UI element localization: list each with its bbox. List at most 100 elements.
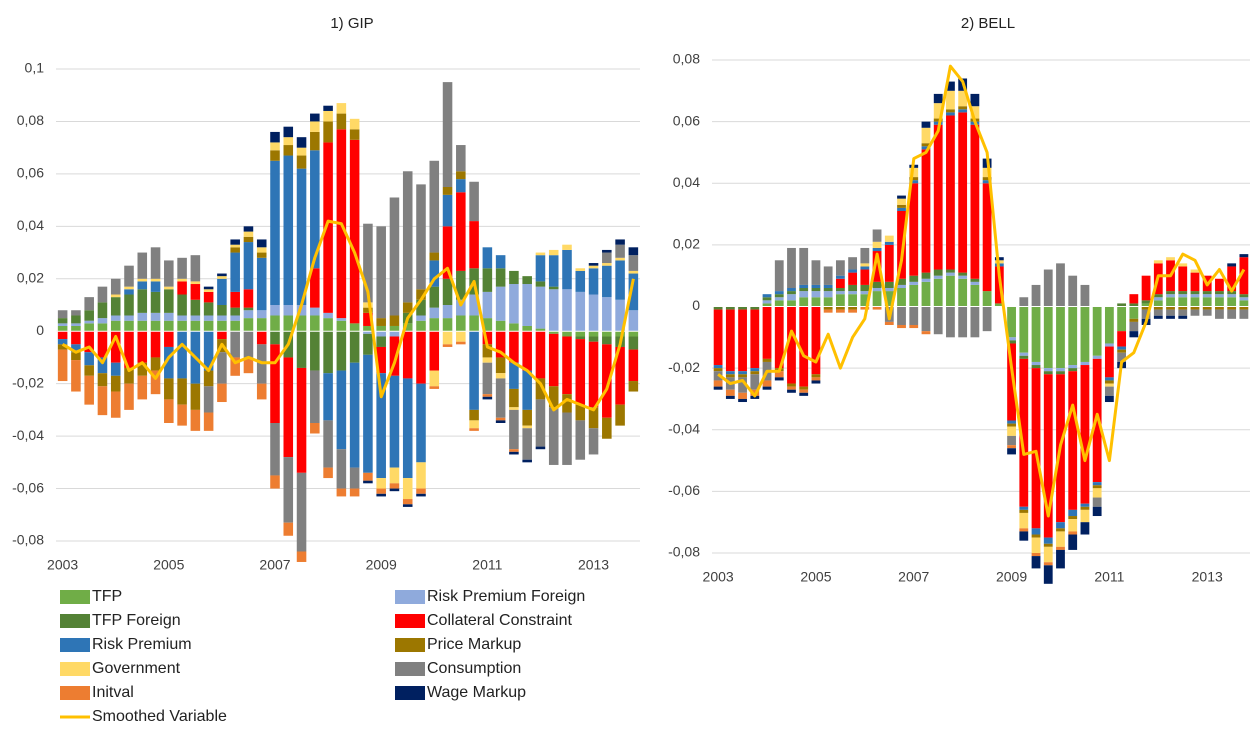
bar-segment (1104, 306, 1114, 344)
bar-segment (296, 315, 307, 332)
legend-label: Initval (92, 684, 134, 701)
bar-segment (848, 294, 858, 307)
bar-segment (848, 272, 858, 285)
bar-segment (1019, 531, 1029, 541)
bar-segment (1043, 546, 1053, 563)
bar-segment (982, 291, 992, 307)
bar-segment (230, 291, 240, 308)
bar-segment (323, 420, 333, 468)
bar-segment (97, 386, 108, 416)
bar-segment (336, 331, 347, 371)
bar-segment (1031, 284, 1041, 307)
bar-segment (1068, 371, 1078, 510)
bar-segment (164, 312, 174, 321)
bar-segment (535, 399, 546, 447)
bar-segment (389, 375, 400, 468)
bar-segment (402, 171, 413, 303)
bar-segment (124, 294, 134, 316)
bar-segment (548, 386, 559, 408)
bar-segment (164, 286, 174, 290)
legend-label: Risk Premium Foreign (427, 588, 585, 605)
bar-segment (588, 428, 599, 455)
bar-segment (1141, 303, 1151, 307)
bar-segment (456, 331, 466, 342)
bar-segment (909, 306, 919, 325)
y-tick-label: -0,06 (12, 479, 44, 495)
bar-segment (97, 323, 108, 332)
bar-segment (1068, 531, 1078, 535)
bar-segment (230, 307, 240, 316)
bar-segment (243, 231, 254, 237)
bar-segment (872, 306, 882, 310)
bar-segment (124, 320, 134, 332)
bar-segment (958, 109, 968, 113)
bar-segment (982, 167, 992, 178)
bar-segment (442, 194, 453, 227)
x-tick-label: 2003 (703, 569, 734, 585)
bar-segment (509, 323, 519, 332)
bar-segment (823, 266, 833, 285)
bar-segment (738, 392, 747, 399)
bar-segment (1092, 482, 1102, 486)
bar-segment (495, 417, 506, 421)
bar-segment (1178, 315, 1188, 319)
bar-segment (799, 297, 809, 307)
bar-segment (823, 291, 833, 298)
bar-segment (933, 278, 943, 307)
bar-segment (1104, 383, 1114, 387)
bar-segment (909, 284, 919, 307)
bar-segment (243, 236, 254, 243)
bar-segment (283, 126, 294, 138)
bar-segment (1092, 355, 1102, 359)
bar-segment (823, 297, 833, 307)
bar-segment (1068, 516, 1078, 520)
legend-swatch (60, 686, 90, 700)
bar-segment (429, 318, 440, 332)
bar-segment (1043, 537, 1053, 544)
bar-segment (1215, 291, 1224, 295)
bar-segment (1019, 297, 1029, 307)
bar-segment (774, 260, 784, 292)
bar-segment (1202, 309, 1212, 316)
bar-segment (376, 336, 386, 347)
bar-segment (256, 318, 267, 332)
bar-segment (811, 297, 821, 307)
bar-segment (416, 315, 426, 321)
bar-segment (1178, 297, 1188, 307)
bar-segment (482, 344, 493, 358)
y-tick-label: 0,06 (17, 165, 44, 181)
bar-segment (336, 318, 347, 321)
bar-segment (535, 328, 546, 332)
bar-segment (469, 409, 479, 421)
bar-segment (217, 273, 227, 277)
bar-segment (389, 315, 400, 326)
bar-segment (970, 306, 980, 338)
bar-segment (1215, 278, 1224, 292)
bar-segment (1190, 269, 1200, 273)
bar-segment (110, 294, 121, 298)
bar-segment (725, 371, 735, 375)
bar-segment (469, 331, 479, 410)
bar-segment (562, 394, 572, 413)
bar-segment (909, 180, 919, 184)
bar-segment (57, 325, 68, 332)
bar-segment (946, 90, 955, 110)
legend-label: Consumption (427, 660, 521, 677)
bar-segment (1031, 556, 1041, 569)
bar-segment (164, 378, 174, 400)
bar-segment (376, 331, 386, 337)
bar-segment (1019, 358, 1029, 507)
bar-segment (628, 270, 639, 274)
bar-segment (389, 488, 400, 492)
bar-segment (1117, 349, 1127, 353)
bar-segment (762, 303, 772, 307)
bar-segment (1080, 506, 1090, 510)
bar-segment (97, 373, 108, 387)
bar-segment (217, 276, 227, 279)
bar-segment (376, 373, 386, 479)
bar-segment (509, 362, 519, 389)
bar-segment (787, 247, 796, 289)
bar-segment (602, 417, 612, 439)
bar-segment (57, 331, 68, 340)
bar-segment (150, 320, 161, 332)
